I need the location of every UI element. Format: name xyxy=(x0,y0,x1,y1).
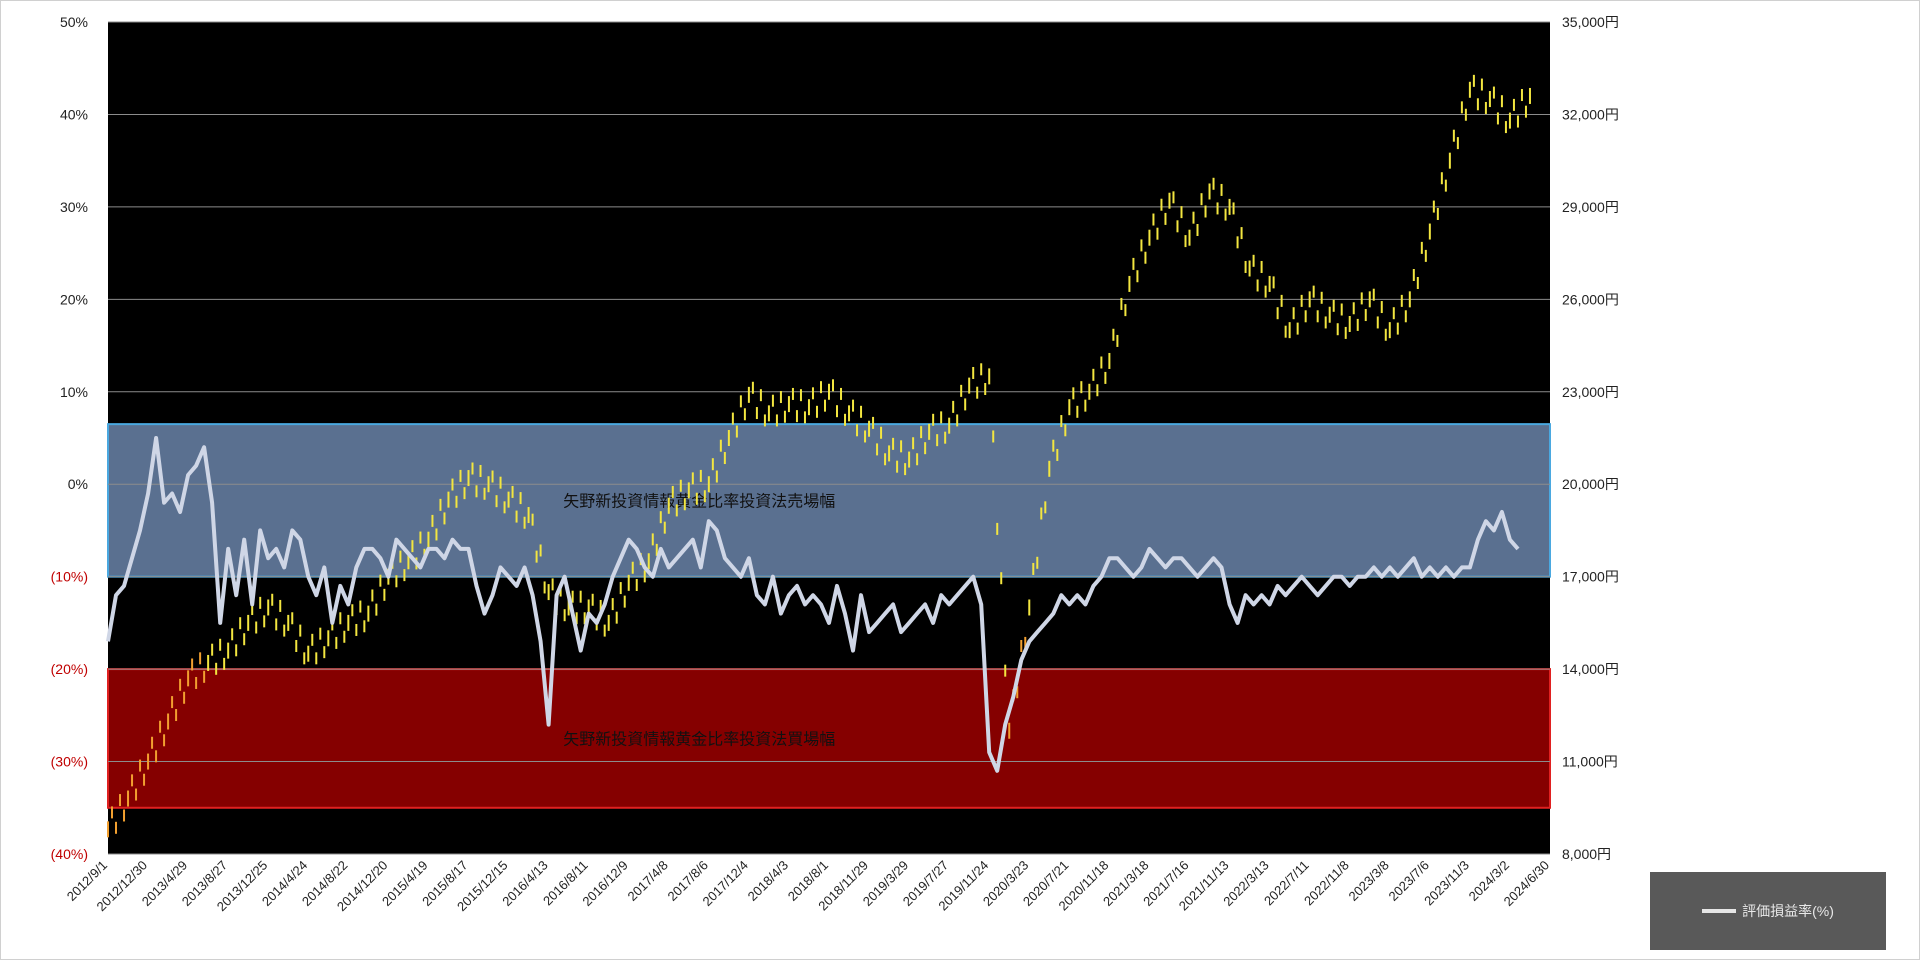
x-tick-label: 2017/4/8 xyxy=(625,858,671,904)
left-tick-label: 30% xyxy=(60,199,88,215)
left-tick-label: 50% xyxy=(60,14,88,30)
left-tick-label: 40% xyxy=(60,106,88,122)
left-tick-label: (10%) xyxy=(51,569,88,585)
right-tick-label: 35,000円 xyxy=(1562,14,1619,30)
left-tick-label: 0% xyxy=(68,476,88,492)
left-tick-label: 10% xyxy=(60,384,88,400)
band-label-sell: 矢野新投資情報黄金比率投資法売場幅 xyxy=(563,492,835,510)
legend-line-swatch xyxy=(1702,909,1737,913)
right-tick-label: 20,000円 xyxy=(1562,476,1619,492)
legend: 評価損益率(%) xyxy=(1650,872,1886,950)
band-sell xyxy=(107,423,1551,578)
right-tick-label: 29,000円 xyxy=(1562,199,1619,215)
right-tick-label: 8,000円 xyxy=(1562,846,1611,862)
right-tick-label: 32,000円 xyxy=(1562,106,1619,122)
rate-line xyxy=(106,436,1520,773)
right-tick-label: 23,000円 xyxy=(1562,384,1619,400)
right-tick-label: 14,000円 xyxy=(1562,661,1619,677)
left-tick-label: (30%) xyxy=(51,754,88,770)
legend-label: 評価損益率(%) xyxy=(1742,903,1834,919)
x-tick-label: 2023/3/8 xyxy=(1346,858,1392,904)
right-tick-label: 17,000円 xyxy=(1562,569,1619,585)
left-tick-label: (40%) xyxy=(51,846,88,862)
right-tick-label: 11,000円 xyxy=(1562,754,1618,770)
left-tick-label: 20% xyxy=(60,291,88,307)
right-tick-label: 26,000円 xyxy=(1562,291,1619,307)
x-tick-label: 2018/4/3 xyxy=(745,858,791,904)
band-label-buy: 矢野新投資情報黄金比率投資法買場幅 xyxy=(563,730,835,748)
left-tick-label: (20%) xyxy=(51,661,88,677)
